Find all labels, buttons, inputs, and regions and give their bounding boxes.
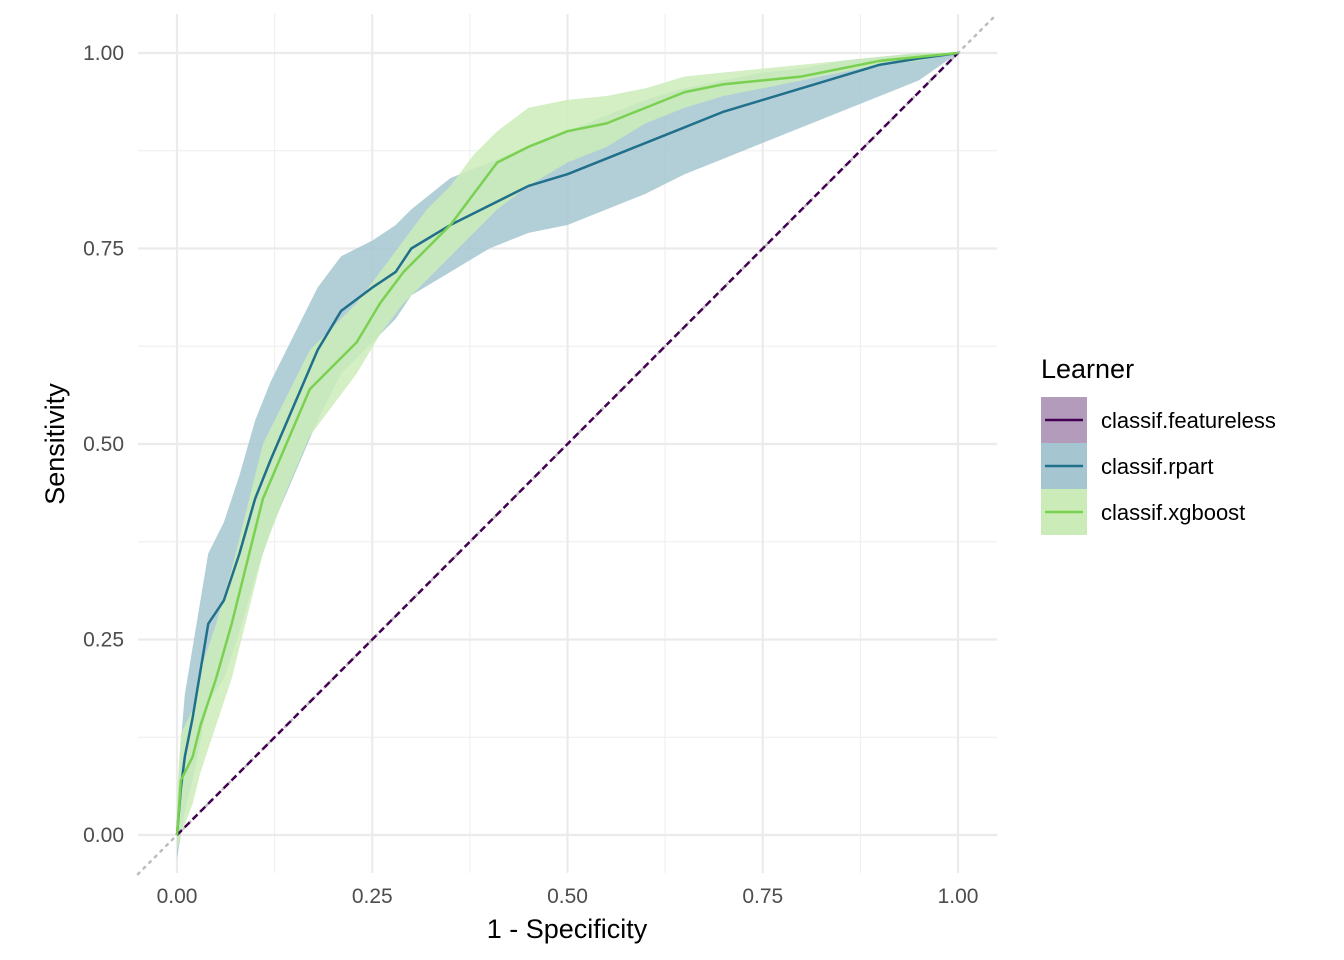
legend-item-classif-featureless: classif.featureless [1041,397,1276,443]
legend-item-classif-xgboost: classif.xgboost [1041,489,1245,535]
legend: Learner classif.featureless classif.rpart… [1041,354,1276,535]
y-tick-label-3: 0.75 [83,238,124,261]
x-axis-title: 1 - Specificity [487,914,648,944]
x-tick-label-0: 0.00 [157,885,198,908]
roc-lines [175,51,959,836]
legend-label: classif.rpart [1101,454,1213,479]
y-tick-label-2: 0.50 [83,433,124,456]
x-tick-label-4: 1.00 [938,885,979,908]
legend-label: classif.xgboost [1101,500,1245,525]
x-tick-label-3: 0.75 [742,885,783,908]
confidence-bands [177,53,958,859]
legend-title: Learner [1041,354,1134,384]
legend-item-classif-rpart: classif.rpart [1041,443,1213,489]
line-classif-featureless [176,52,959,836]
y-axis-ticks: 0.00 0.25 0.50 0.75 1.00 [83,42,124,847]
legend-label: classif.featureless [1101,408,1276,433]
band-classif-rpart [177,53,958,859]
line-classif-rpart [175,51,959,836]
x-axis-ticks: 0.00 0.25 0.50 0.75 1.00 [157,885,979,908]
y-tick-label-4: 1.00 [83,42,124,65]
line-classif-xgboost [175,51,959,836]
y-tick-label-0: 0.00 [83,824,124,847]
x-tick-label-1: 0.25 [352,885,393,908]
y-axis-title: Sensitivity [40,383,70,505]
y-tick-label-1: 0.25 [83,629,124,652]
x-tick-label-2: 0.50 [547,885,588,908]
